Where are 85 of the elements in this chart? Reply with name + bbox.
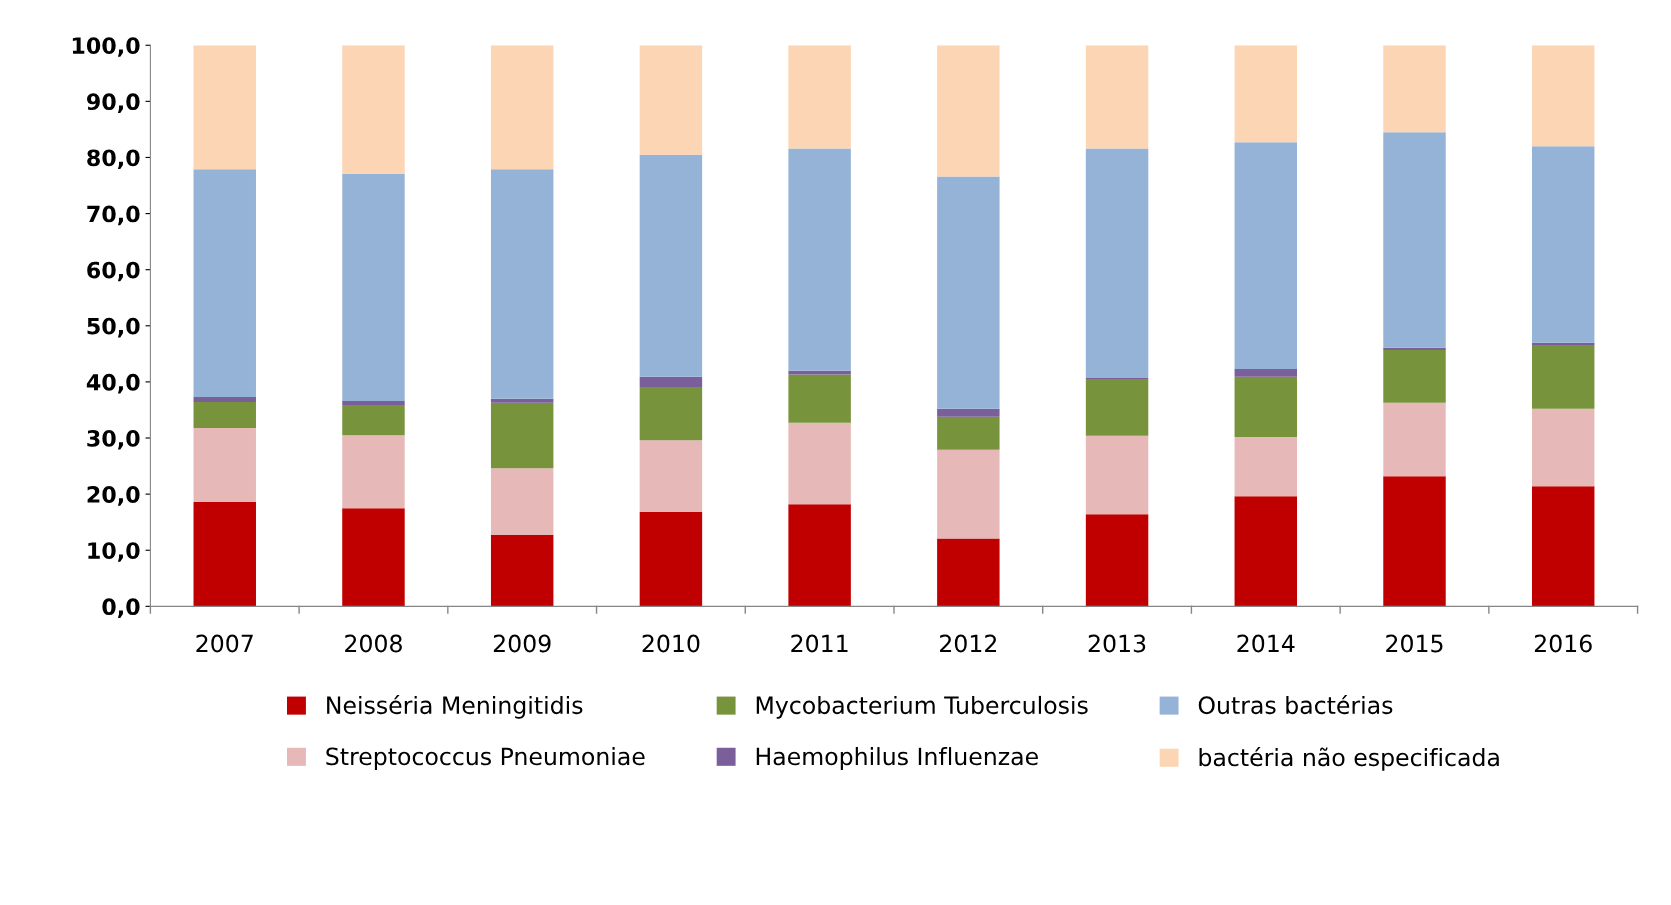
bar [193, 45, 256, 170]
bar [490, 398, 554, 403]
legend-label: Outras bactérias [1198, 694, 1393, 715]
legend-label: Mycobacterium Tuberculosis [756, 695, 1088, 719]
bar [1234, 436, 1298, 497]
bar [490, 45, 554, 170]
legend-label: Neisséria Meningitidis [327, 694, 583, 719]
x-tick-label: 2013 [1088, 634, 1146, 653]
bar [1383, 349, 1446, 403]
bar [193, 427, 256, 502]
y-tick-label: 0,0 [102, 598, 140, 618]
bar [1234, 376, 1298, 437]
bar [1234, 45, 1298, 143]
bar [788, 148, 851, 371]
bar [1531, 486, 1595, 607]
x-tick-label: 2012 [940, 634, 997, 653]
y-tick-label: 10,0 [88, 542, 140, 562]
bar [342, 435, 405, 509]
bar [639, 512, 703, 607]
bar [342, 404, 405, 436]
bar [1531, 146, 1595, 343]
bar [937, 408, 1000, 417]
bar [490, 535, 554, 607]
bar [193, 169, 256, 398]
bar [1085, 148, 1149, 378]
bar [342, 508, 405, 607]
bar [342, 400, 405, 405]
legend-label: Haemophilus Influenzae [756, 747, 1038, 770]
bar [490, 402, 554, 469]
bar [193, 397, 256, 403]
bar [1234, 496, 1298, 607]
y-tick-label: 60,0 [87, 261, 140, 282]
bar [1234, 142, 1298, 369]
bar [639, 45, 703, 155]
bar [1383, 132, 1446, 348]
bar [1383, 402, 1446, 477]
y-tick-label: 40,0 [86, 373, 140, 394]
bar [1383, 347, 1446, 350]
y-tick-label: 100,0 [72, 37, 140, 57]
x-tick-label: 2008 [345, 634, 402, 653]
x-tick-label: 2010 [642, 634, 700, 653]
y-tick-label: 70,0 [87, 205, 140, 226]
bar [937, 538, 1000, 607]
bar [490, 169, 554, 399]
bar [193, 501, 256, 607]
bar [639, 154, 703, 377]
bar [342, 173, 405, 401]
bar [1383, 45, 1446, 133]
x-tick-label: 2016 [1534, 634, 1592, 653]
bar [788, 45, 851, 149]
bar [1085, 435, 1149, 515]
legend-label: bactéria não especificada [1199, 747, 1499, 771]
y-tick-label: 20,0 [87, 486, 140, 506]
bar [937, 45, 1000, 177]
bar [639, 386, 703, 441]
bar [1085, 514, 1149, 607]
bar [937, 176, 1000, 409]
y-tick-label: 30,0 [87, 429, 140, 450]
bar [788, 504, 851, 607]
bar [937, 416, 1000, 450]
bar [1085, 45, 1149, 149]
bar [937, 449, 1000, 539]
bar [639, 376, 703, 387]
bar [342, 45, 405, 174]
y-tick-label: 90,0 [86, 93, 140, 113]
x-tick-label: 2007 [196, 634, 253, 653]
bar [490, 468, 554, 536]
bar [639, 440, 703, 513]
y-tick-label: 50,0 [87, 317, 140, 338]
x-tick-label: 2015 [1386, 634, 1443, 653]
bar [1531, 45, 1595, 147]
bar [788, 374, 851, 423]
legend-label: Streptococcus Pneumoniae [326, 747, 645, 770]
bar [1234, 369, 1298, 377]
bar [788, 370, 851, 375]
x-tick-label: 2009 [493, 634, 551, 653]
bar [1383, 476, 1446, 607]
y-tick-label: 80,0 [87, 149, 140, 170]
x-tick-label: 2011 [791, 634, 848, 653]
x-tick-label: 2014 [1237, 634, 1295, 653]
bar [788, 422, 851, 505]
bar [193, 402, 256, 428]
bar [1085, 379, 1149, 436]
bar [1531, 408, 1595, 487]
bar [1531, 344, 1595, 409]
